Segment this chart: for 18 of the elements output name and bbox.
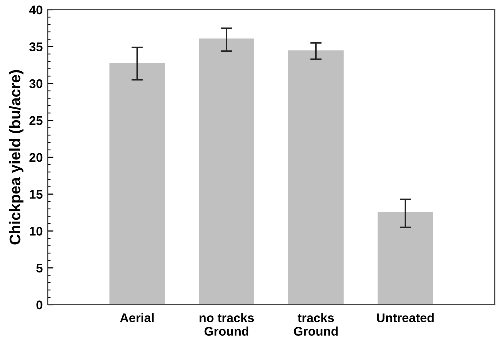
y-axis-title: Chickpea yield (bu/acre) — [9, 70, 24, 245]
y-tick-label: 5 — [36, 264, 43, 273]
bar — [110, 63, 166, 305]
x-tick-label: Aerial — [120, 313, 154, 323]
y-tick-label: 30 — [30, 80, 43, 88]
bar — [199, 38, 255, 305]
y-tick-label: 10 — [30, 227, 43, 236]
y-tick-label: 35 — [30, 42, 43, 52]
y-tick-label: 40 — [29, 6, 43, 15]
y-tick-label: 20 — [30, 153, 43, 162]
bar — [378, 212, 434, 305]
y-tick-label: 0 — [36, 300, 43, 310]
x-tick-label: Untreated — [377, 313, 434, 323]
x-tick-label: tracks Ground — [294, 313, 338, 336]
y-tick-label: 25 — [30, 116, 43, 126]
y-tick-label: 15 — [30, 190, 43, 200]
x-tick-label: no tracks Ground — [200, 313, 254, 336]
bar — [288, 50, 344, 305]
